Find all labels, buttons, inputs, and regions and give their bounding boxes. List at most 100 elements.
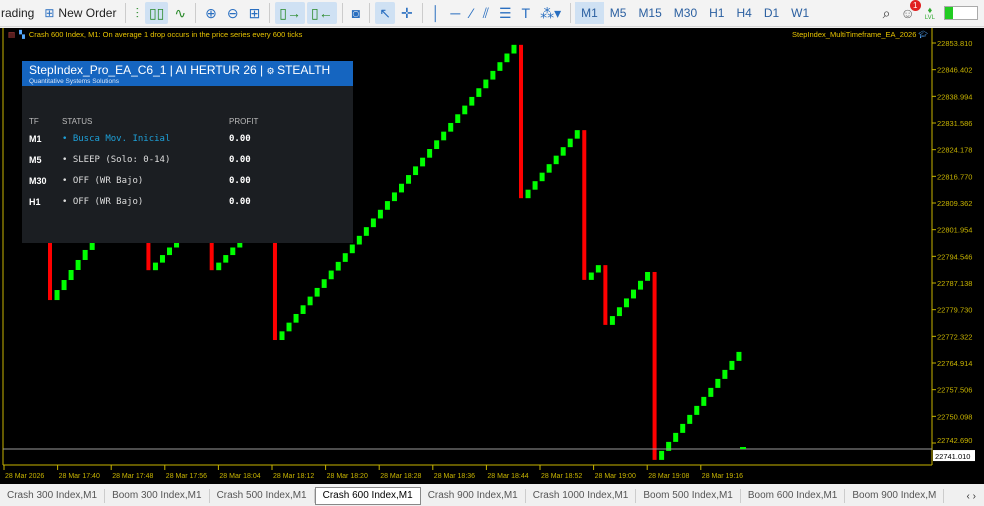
chart-tab[interactable]: Crash 600 Index,M1 <box>314 487 421 505</box>
current-price-label: 22741.010 <box>935 452 970 461</box>
search-icon[interactable]: ⌕ <box>882 4 891 21</box>
timeframe-h1[interactable]: H1 <box>709 6 725 20</box>
bearish-candle <box>48 239 52 301</box>
new-order-button[interactable]: ⊞ New Order <box>40 2 120 24</box>
price-tick-label: 22757.506 <box>937 386 972 395</box>
chart-tab[interactable]: Crash 900 Index,M1 <box>421 489 526 503</box>
bar-chart-icon[interactable]: ⫶ <box>135 4 139 21</box>
new-order-label: New Order <box>58 6 117 20</box>
bullish-candle <box>377 209 383 219</box>
status-text: • Busca Mov. Inicial <box>62 134 171 144</box>
timeframe-d1[interactable]: D1 <box>763 6 780 20</box>
bullish-candle <box>701 396 707 406</box>
timeframe-w1[interactable]: W1 <box>791 6 810 20</box>
time-tick-label: 28 Mar 18:52 <box>541 473 582 480</box>
bullish-candle <box>666 441 672 451</box>
vertical-line-icon[interactable]: │ <box>431 5 441 21</box>
horizontal-line-icon[interactable]: ─ <box>450 5 461 21</box>
bullish-candle <box>230 247 236 256</box>
timeframe-m1[interactable]: M1 <box>575 2 604 24</box>
chart-tab[interactable]: Crash 300 Index,M1 <box>0 489 106 503</box>
bullish-candle <box>427 149 433 158</box>
expert-advisor-label[interactable]: StepIndex_MultiTimeframe_EA_2026 🎓︎ <box>792 30 928 39</box>
tile-windows-icon[interactable]: ⊞ <box>248 4 261 21</box>
fibonacci-icon[interactable]: ☰ <box>498 4 512 21</box>
bullish-candle <box>525 189 531 199</box>
bullish-candle <box>279 331 285 341</box>
shapes-icon[interactable]: ⁂▾ <box>540 4 562 21</box>
bullish-candle <box>61 280 67 291</box>
crosshair-icon[interactable]: ✛ <box>400 4 413 21</box>
symbol-description: Crash 600 Index, M1: On average 1 drop o… <box>28 30 303 39</box>
price-tick-label: 22831.586 <box>937 119 972 128</box>
price-tick-label: 22816.770 <box>937 172 972 181</box>
notification-badge: 1 <box>909 0 921 11</box>
chart-tab[interactable]: Crash 500 Index,M1 <box>210 489 315 503</box>
price-chart[interactable]: 22853.810 22846.402 22838.994 22831.586 2282… <box>0 28 984 484</box>
bullish-candle <box>680 423 686 433</box>
chart-shift-icon[interactable]: ▯← <box>307 2 337 24</box>
profit-value: 0.00 <box>229 155 251 165</box>
separator <box>195 3 197 23</box>
stealth-label: STEALTH <box>277 63 331 77</box>
chart-info: ▤ ▚ Crash 600 Index, M1: On average 1 drop… <box>8 30 302 39</box>
bullish-candle <box>560 147 566 156</box>
bullish-candle <box>342 253 348 262</box>
bullish-candle <box>420 157 426 167</box>
timeframe-m15[interactable]: M15 <box>638 6 662 20</box>
bullish-candle <box>335 261 341 271</box>
panel-row-m5: M5 • SLEEP (Solo: 0-14) 0.00 <box>29 154 251 166</box>
timeframe-h4[interactable]: H4 <box>736 6 752 20</box>
bullish-candle <box>286 322 292 332</box>
chart-tab[interactable]: Boom 500 Index,M1 <box>636 489 741 503</box>
bullish-candle <box>75 259 81 270</box>
bullish-candle <box>349 244 355 254</box>
bullish-candle <box>399 183 404 193</box>
cursor-icon[interactable]: ↖ <box>375 2 395 24</box>
trendline-icon[interactable]: ⁄ <box>470 5 473 21</box>
price-tick-label: 22809.362 <box>937 199 972 208</box>
chart-tab[interactable]: Boom 900 Index,M <box>845 489 945 503</box>
tab-scroll-arrows[interactable]: ‹ › <box>966 490 976 502</box>
chart-tabs: Crash 300 Index,M1 Boom 300 Index,M1 Crash… <box>0 486 984 506</box>
candlestick-chart-icon[interactable]: ▯▯ <box>144 2 169 24</box>
status-text: • SLEEP (Solo: 0-14) <box>62 155 171 165</box>
line-chart-icon[interactable]: ∿ <box>174 4 187 21</box>
price-tick-label: 22846.402 <box>937 66 972 75</box>
time-tick-label: 28 Mar 18:04 <box>219 473 260 480</box>
timeframe-m30[interactable]: M30 <box>673 6 698 20</box>
chart-tab[interactable]: Crash 1000 Index,M1 <box>526 489 637 503</box>
price-tick-label: 22750.098 <box>937 412 972 421</box>
graduation-cap-icon: 🎓︎ <box>918 30 928 39</box>
price-tick-label: 22764.914 <box>937 359 972 368</box>
zoom-out-icon[interactable]: ⊖ <box>226 4 239 21</box>
bearish-candle <box>272 225 277 341</box>
bullish-candle <box>68 269 74 281</box>
bullish-candle <box>307 296 313 306</box>
chart-area[interactable]: 22853.810 22846.402 22838.994 22831.586 2282… <box>0 28 984 484</box>
algo-trading-button[interactable]: rading <box>1 6 35 20</box>
chart-tab[interactable]: Boom 300 Index,M1 <box>105 489 210 503</box>
time-tick-label: 28 Mar 19:00 <box>595 473 636 480</box>
profit-value: 0.00 <box>229 176 251 186</box>
timeframe-m5[interactable]: M5 <box>609 6 627 20</box>
notifications-icon[interactable]: ☺ 1 <box>896 0 921 24</box>
separator <box>269 3 271 23</box>
bullish-candle <box>623 298 629 308</box>
status-text: • OFF (WR Bajo) <box>62 176 144 186</box>
auto-scroll-icon[interactable]: ▯→ <box>275 2 306 24</box>
current-price-box <box>933 450 975 462</box>
tf-label: M1 <box>29 134 42 144</box>
time-tick-label: 28 Mar 17:40 <box>59 473 100 480</box>
chart-properties-icon: ▚ <box>19 30 25 39</box>
bullish-candle <box>504 53 510 63</box>
zoom-in-icon[interactable]: ⊕ <box>205 4 217 21</box>
screenshot-icon[interactable]: ◙ <box>351 5 361 21</box>
text-icon[interactable]: T <box>521 5 531 21</box>
toolbar: rading ⊞ New Order ⫶ ▯▯ ∿ ⊕ ⊖ ⊞ ▯→ ▯← ◙ ↖… <box>0 0 984 27</box>
bullish-candle <box>469 96 475 106</box>
panel-subtitle: Quantitative Systems Solutions <box>29 78 119 85</box>
channel-icon[interactable]: ⫽ <box>482 4 489 21</box>
chart-tab[interactable]: Boom 600 Index,M1 <box>741 489 846 503</box>
lvl-icon[interactable]: ♦ LVL <box>924 4 935 21</box>
